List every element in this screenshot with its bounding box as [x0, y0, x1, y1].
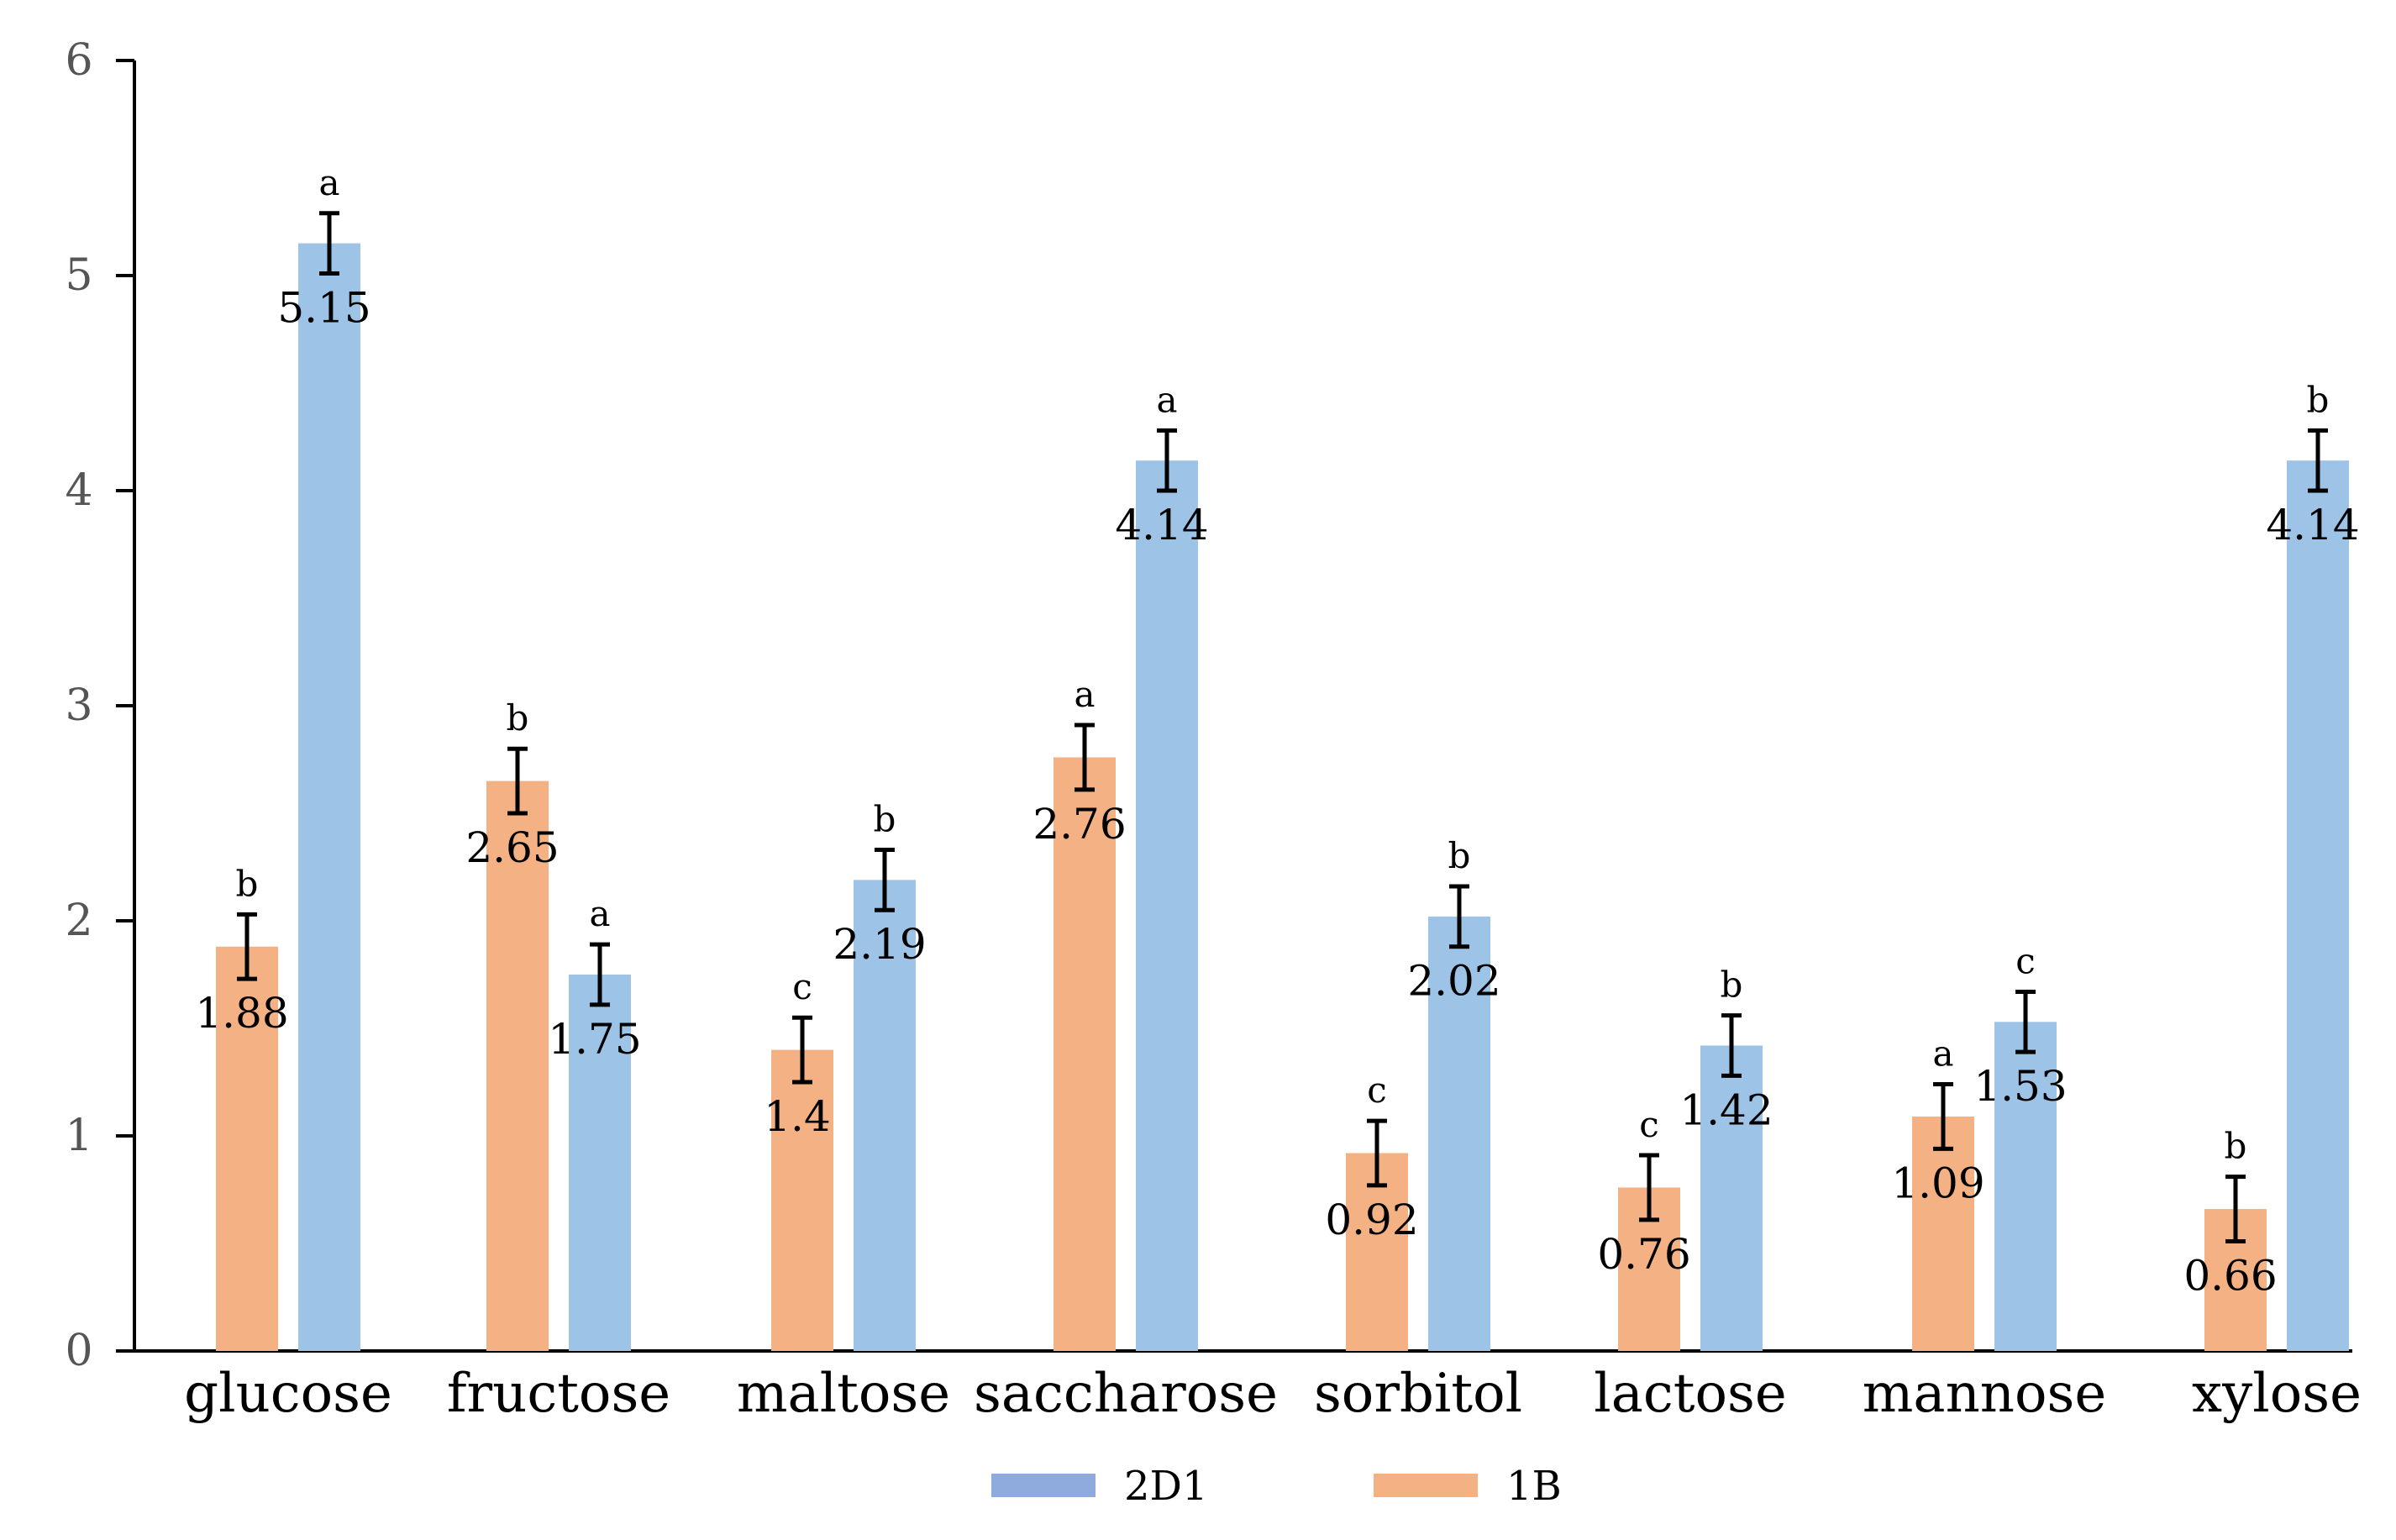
error-bar [1721, 1013, 1742, 1078]
error-bar [1075, 723, 1095, 792]
error-bar [1157, 428, 1177, 493]
y-axis-ticks: 0 1 2 3 4 5 6 [65, 35, 134, 1376]
category-labels: glucose fructose maltose saccharose sorbitol… [184, 1363, 2362, 1425]
error-bar [792, 1015, 812, 1085]
x-category-label: maltose [737, 1363, 950, 1425]
error-bar [590, 942, 610, 1007]
error-bars [237, 211, 2328, 1243]
legend: 2D1 1B [991, 1463, 1562, 1510]
legend-label: 1B [1506, 1463, 1562, 1510]
data-label: 4.14 [2266, 501, 2359, 549]
x-category-label: mannose [1863, 1363, 2107, 1425]
x-category-label: fructose [447, 1363, 670, 1425]
significance-letter: b [2307, 379, 2330, 420]
y-tick-label: 5 [65, 250, 92, 301]
data-label: 0.92 [1325, 1196, 1418, 1244]
bar-1B-maltose [771, 1049, 833, 1351]
significance-letter: b [1448, 835, 1471, 876]
error-bar [2015, 989, 2036, 1054]
error-bar [1367, 1118, 1387, 1188]
bar-2D1-xylose [2287, 460, 2349, 1352]
y-tick-label: 0 [65, 1326, 92, 1376]
y-tick-label: 3 [65, 681, 92, 731]
bar-1B-glucose [216, 946, 278, 1351]
data-label: 2.76 [1032, 800, 1126, 849]
x-category-label: xylose [2192, 1363, 2362, 1425]
significance-letter: a [589, 893, 610, 934]
error-bar [507, 746, 528, 816]
data-label: 2.65 [465, 823, 559, 872]
significance-letter: c [1639, 1104, 1659, 1145]
x-category-label: saccharose [974, 1363, 1278, 1425]
bar-2D1-glucose [298, 243, 360, 1352]
significance-letter: b [874, 799, 896, 840]
bar-2D1-fructose [569, 975, 631, 1351]
significance-letter: c [1367, 1070, 1387, 1111]
data-label: 1.53 [1973, 1062, 2067, 1111]
error-bar [319, 211, 339, 276]
significance-letter: a [1932, 1033, 1953, 1075]
legend-item-2D1: 2D1 [991, 1463, 1208, 1510]
bar-1B-fructose [486, 781, 549, 1351]
bar-2D1-mannose [1994, 1022, 2057, 1351]
significance-letter: b [2225, 1126, 2247, 1167]
data-label: 0.76 [1597, 1230, 1690, 1279]
bar-1B-mannose [1912, 1116, 1974, 1351]
legend-label: 2D1 [1124, 1463, 1208, 1510]
bars [216, 243, 2349, 1352]
legend-item-1B: 1B [1374, 1463, 1562, 1510]
y-tick-label: 2 [65, 896, 92, 946]
x-category-label: lactose [1594, 1363, 1786, 1425]
significance-letter: a [1156, 379, 1177, 420]
significance-letter: b [1721, 964, 1743, 1006]
legend-swatch [991, 1474, 1096, 1497]
error-bar [2308, 428, 2328, 493]
significance-letter: b [236, 863, 259, 904]
data-label: 0.66 [2183, 1251, 2277, 1300]
data-label: 1.09 [1891, 1159, 1984, 1207]
error-bar [1449, 884, 1469, 949]
x-category-label: sorbitol [1314, 1363, 1522, 1425]
significance-letter: a [318, 162, 339, 203]
x-category-label: glucose [184, 1363, 392, 1425]
data-label: 1.88 [195, 989, 288, 1038]
error-bar [875, 848, 895, 912]
legend-swatch [1374, 1474, 1478, 1497]
bar-2D1-saccharose [1136, 460, 1198, 1352]
significance-letter: b [507, 697, 529, 738]
bar-labels: b 1.88 b 2.65 c 1.4 a 2.76 c 0.92 c 0.76 a 1.09 b 0.66 a… [195, 162, 2359, 1301]
data-label: 2.02 [1407, 957, 1500, 1006]
error-bar [1639, 1153, 1659, 1222]
data-label: 1.4 [764, 1092, 831, 1141]
data-label: 1.42 [1679, 1085, 1773, 1134]
significance-letter: c [2015, 940, 2036, 981]
error-bar [2225, 1175, 2246, 1243]
y-tick-label: 6 [65, 35, 92, 86]
error-bar [237, 912, 257, 981]
bar-2D1-lactose [1700, 1045, 1763, 1351]
data-label: 4.14 [1115, 501, 1208, 549]
bar-2D1-maltose [854, 880, 916, 1351]
y-tick-label: 1 [65, 1111, 92, 1161]
error-bar [1933, 1082, 1953, 1151]
significance-letter: a [1074, 674, 1095, 715]
significance-letter: c [792, 966, 812, 1007]
bar-1B-saccharose [1054, 757, 1116, 1351]
bar-2D1-sorbitol [1428, 916, 1490, 1351]
y-tick-label: 4 [65, 465, 92, 516]
data-label: 1.75 [548, 1015, 641, 1064]
data-label: 2.19 [833, 920, 926, 969]
data-label: 5.15 [277, 283, 370, 332]
